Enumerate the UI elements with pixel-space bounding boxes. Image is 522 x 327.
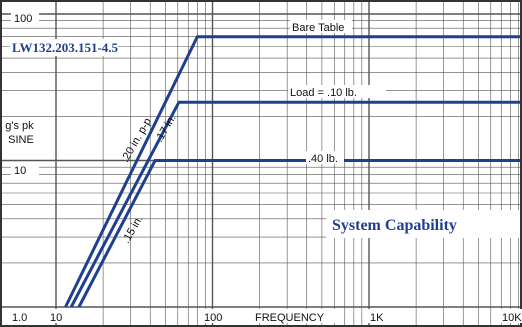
series-label-load-10: Load = .10 lb. <box>290 87 357 99</box>
series-lines <box>64 35 522 308</box>
series-label-load-40: .40 lb. <box>308 153 338 165</box>
chart-title: System Capability <box>332 217 457 234</box>
x-tick-100: 100 <box>204 312 222 324</box>
y-tick-100: 100 <box>14 13 32 25</box>
series-line-1 <box>64 35 522 308</box>
series-line-2 <box>69 100 522 308</box>
y-tick-1: 1.0 <box>12 312 27 324</box>
series-label-bare-table: Bare Table <box>292 22 344 34</box>
model-label: LW132.203.151-4.5 <box>12 40 119 55</box>
x-tick-10: 10 <box>50 312 62 324</box>
series-line-3 <box>77 159 522 308</box>
y-axis-label: g's pk SINE <box>5 120 36 146</box>
x-tick-10k: 10K <box>502 312 522 324</box>
x-tick-1k: 1K <box>370 312 384 324</box>
y-tick-10: 10 <box>14 165 26 177</box>
x-axis-label: FREQUENCY <box>255 312 325 324</box>
